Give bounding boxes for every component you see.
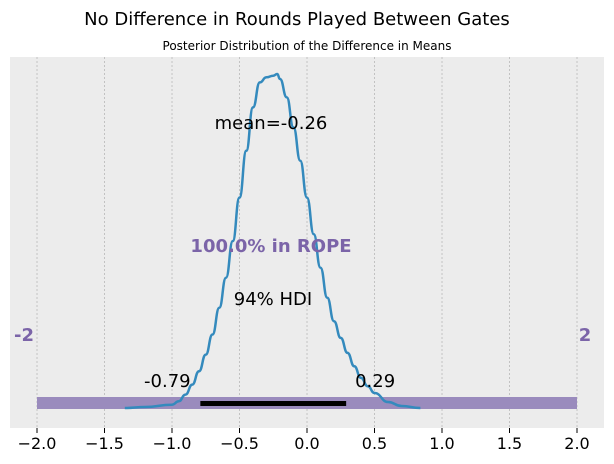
x-tick-label: 2.0 bbox=[564, 434, 589, 453]
x-tick-label: −2.0 bbox=[18, 434, 57, 453]
hdi-high-label: 0.29 bbox=[355, 371, 395, 392]
rope-high-label: 2 bbox=[579, 325, 592, 346]
chart-subtitle: Posterior Distribution of the Difference… bbox=[163, 39, 452, 53]
rope-annotation: 100.0% in ROPE bbox=[190, 236, 351, 257]
x-axis: −2.0 −1.5 −1.0 −0.5 0.0 0.5 1.0 1.5 2.0 bbox=[18, 428, 590, 453]
hdi-annotation: 94% HDI bbox=[234, 289, 312, 310]
x-tick-label: −1.5 bbox=[85, 434, 124, 453]
x-tick-label: 1.5 bbox=[497, 434, 522, 453]
chart-title: No Difference in Rounds Played Between G… bbox=[84, 9, 510, 30]
x-tick-label: 0.5 bbox=[362, 434, 387, 453]
x-tick-label: 0.0 bbox=[294, 434, 319, 453]
rope-low-label: -2 bbox=[14, 325, 34, 346]
x-tick-label: −0.5 bbox=[220, 434, 259, 453]
x-tick-label: 1.0 bbox=[429, 434, 454, 453]
hdi-low-label: -0.79 bbox=[144, 371, 191, 392]
mean-annotation: mean=-0.26 bbox=[215, 113, 328, 134]
density-curve bbox=[124, 72, 421, 410]
gridlines bbox=[36, 57, 578, 428]
x-tick-label: −1.0 bbox=[153, 434, 192, 453]
hdi-bar bbox=[200, 401, 347, 406]
